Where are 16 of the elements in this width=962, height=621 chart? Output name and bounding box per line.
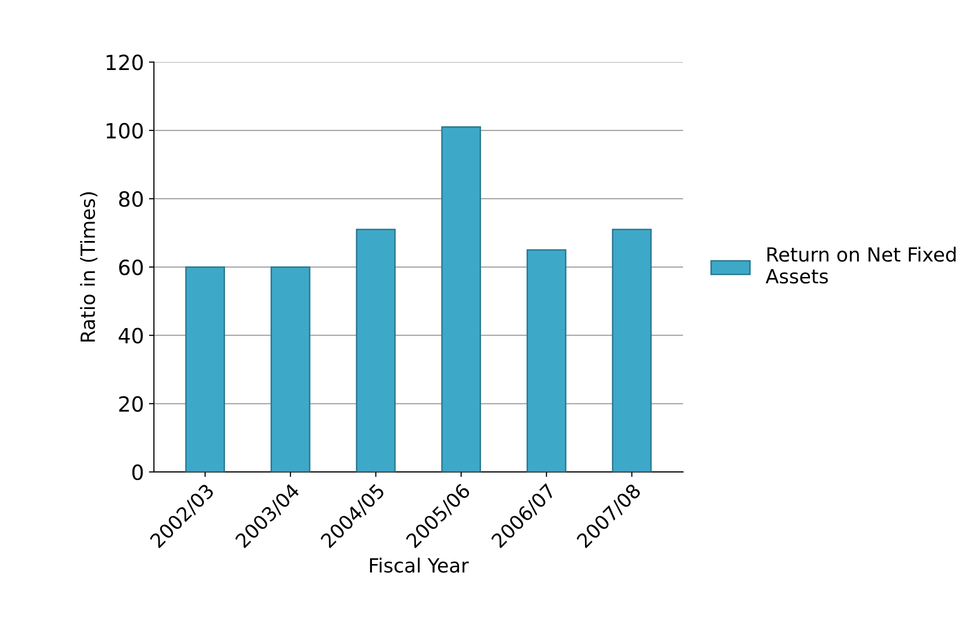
y-tick-label: 0 — [132, 464, 143, 480]
y-tick-label: 20 — [119, 396, 143, 412]
y-axis-title: Ratio in (Times) — [80, 192, 98, 342]
bar — [270, 266, 310, 472]
y-tick-label: 40 — [118, 328, 143, 344]
bar — [612, 228, 652, 472]
bar — [356, 228, 396, 472]
legend-label: Return on Net Fixed Assets — [766, 246, 956, 284]
x-axis-title: Fiscal Year — [370, 558, 469, 573]
y-tick-label: 60 — [119, 259, 143, 276]
y-tick-label: 100 — [106, 122, 143, 139]
bar — [441, 126, 482, 472]
bar — [526, 249, 566, 472]
y-tick-label: 120 — [106, 54, 143, 70]
bar — [185, 266, 226, 472]
y-tick-label: 80 — [119, 191, 143, 207]
